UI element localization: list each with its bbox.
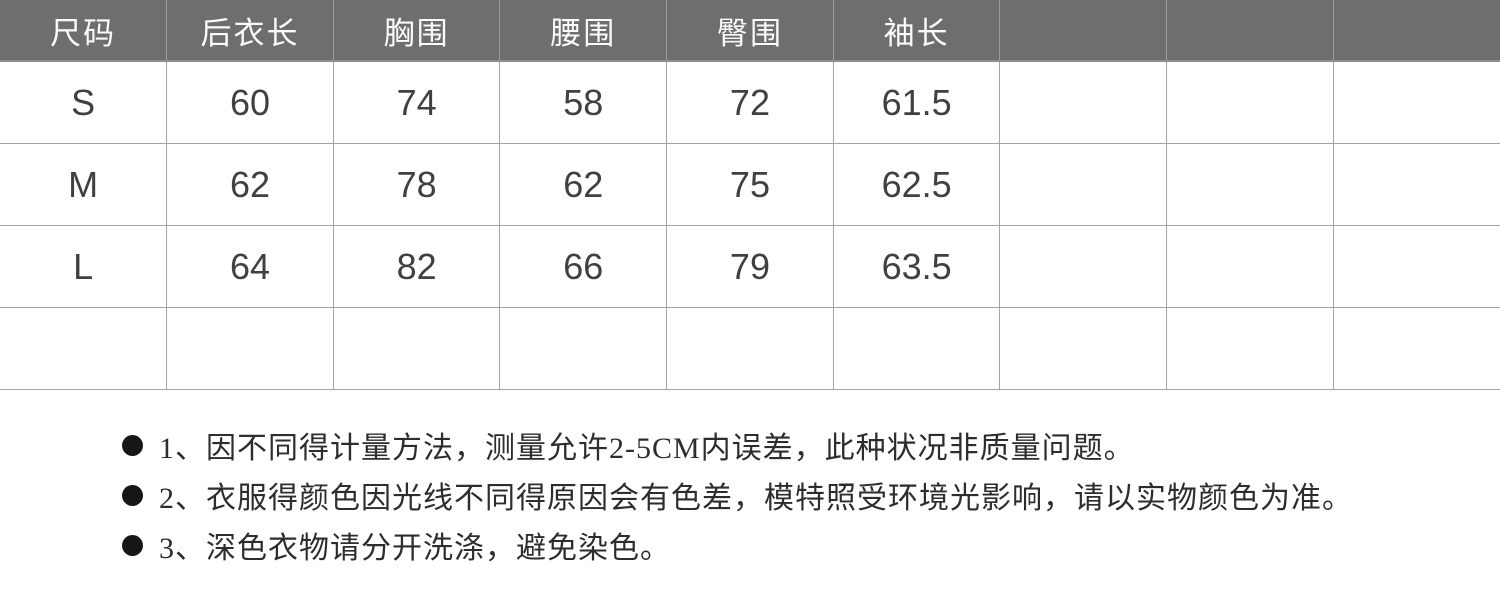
table-cell bbox=[499, 307, 668, 390]
table-cell: 74 bbox=[332, 60, 501, 144]
table-cell: 62 bbox=[166, 143, 334, 226]
column-header-4: 腰围 bbox=[499, 0, 668, 62]
table-cell: M bbox=[0, 143, 168, 226]
column-header-empty bbox=[1166, 0, 1334, 62]
table-cell: 62 bbox=[499, 143, 668, 226]
table-cell bbox=[1332, 60, 1500, 144]
note-text: 2、衣服得颜色因光线不同得原因会有色差，模特照受环境光影响，请以实物颜色为准。 bbox=[159, 482, 1353, 515]
table-cell bbox=[1166, 143, 1334, 226]
table-row: M 62 78 62 75 62.5 bbox=[0, 143, 1500, 226]
column-header-5: 臀围 bbox=[666, 0, 834, 62]
column-header-empty bbox=[999, 0, 1168, 62]
table-cell: 62.5 bbox=[832, 143, 1001, 226]
size-table-header-row: 尺码 后衣长 胸围 腰围 臀围 袖长 bbox=[0, 0, 1500, 62]
table-cell: 66 bbox=[499, 225, 668, 308]
column-header-1: 尺码 bbox=[0, 0, 168, 62]
table-cell: 79 bbox=[666, 225, 834, 308]
table-row bbox=[0, 307, 1500, 390]
table-cell: 64 bbox=[166, 225, 334, 308]
table-cell: 61.5 bbox=[832, 60, 1001, 144]
column-header-empty bbox=[1333, 0, 1500, 62]
notes-list: 1、因不同得计量方法，测量允许2-5CM内误差，此种状况非质量问题。 2、衣服得颜… bbox=[122, 420, 1500, 570]
table-cell bbox=[0, 307, 168, 390]
table-cell: 82 bbox=[332, 225, 501, 308]
table-cell bbox=[999, 225, 1168, 308]
column-header-2: 后衣长 bbox=[166, 0, 334, 62]
table-cell bbox=[1166, 307, 1334, 390]
bullet-icon bbox=[122, 484, 143, 506]
table-cell: 63.5 bbox=[832, 225, 1001, 308]
bullet-icon bbox=[122, 434, 143, 456]
table-cell: 72 bbox=[666, 60, 834, 144]
table-cell: 60 bbox=[166, 60, 334, 144]
table-cell: L bbox=[0, 225, 168, 308]
table-cell bbox=[166, 307, 334, 390]
note-text: 3、深色衣物请分开洗涤，避免染色。 bbox=[159, 532, 671, 565]
table-cell bbox=[832, 307, 1001, 390]
note-item: 1、因不同得计量方法，测量允许2-5CM内误差，此种状况非质量问题。 bbox=[122, 420, 1500, 470]
table-cell: 78 bbox=[332, 143, 501, 226]
column-header-6: 袖长 bbox=[833, 0, 1001, 62]
table-cell: 75 bbox=[666, 143, 834, 226]
table-cell bbox=[1332, 225, 1500, 308]
note-text: 1、因不同得计量方法，测量允许2-5CM内误差，此种状况非质量问题。 bbox=[159, 432, 1135, 465]
table-cell bbox=[1166, 225, 1334, 308]
note-item: 2、衣服得颜色因光线不同得原因会有色差，模特照受环境光影响，请以实物颜色为准。 bbox=[122, 470, 1500, 520]
table-row: S 60 74 58 72 61.5 bbox=[0, 60, 1500, 144]
table-cell bbox=[1166, 60, 1334, 144]
table-cell bbox=[999, 60, 1168, 144]
table-cell bbox=[332, 307, 501, 390]
table-cell bbox=[1332, 307, 1500, 390]
column-header-3: 胸围 bbox=[333, 0, 501, 62]
bullet-icon bbox=[122, 534, 143, 556]
table-cell bbox=[999, 307, 1168, 390]
table-row: L 64 82 66 79 63.5 bbox=[0, 225, 1500, 308]
table-cell bbox=[1332, 143, 1500, 226]
table-cell: 58 bbox=[499, 60, 668, 144]
note-item: 3、深色衣物请分开洗涤，避免染色。 bbox=[122, 520, 1500, 570]
table-cell bbox=[666, 307, 834, 390]
table-cell bbox=[999, 143, 1168, 226]
size-table: 尺码 后衣长 胸围 腰围 臀围 袖长 S 60 74 58 72 61.5 M 62 78 62 75 62.5… bbox=[0, 0, 1500, 390]
table-cell: S bbox=[0, 60, 168, 144]
